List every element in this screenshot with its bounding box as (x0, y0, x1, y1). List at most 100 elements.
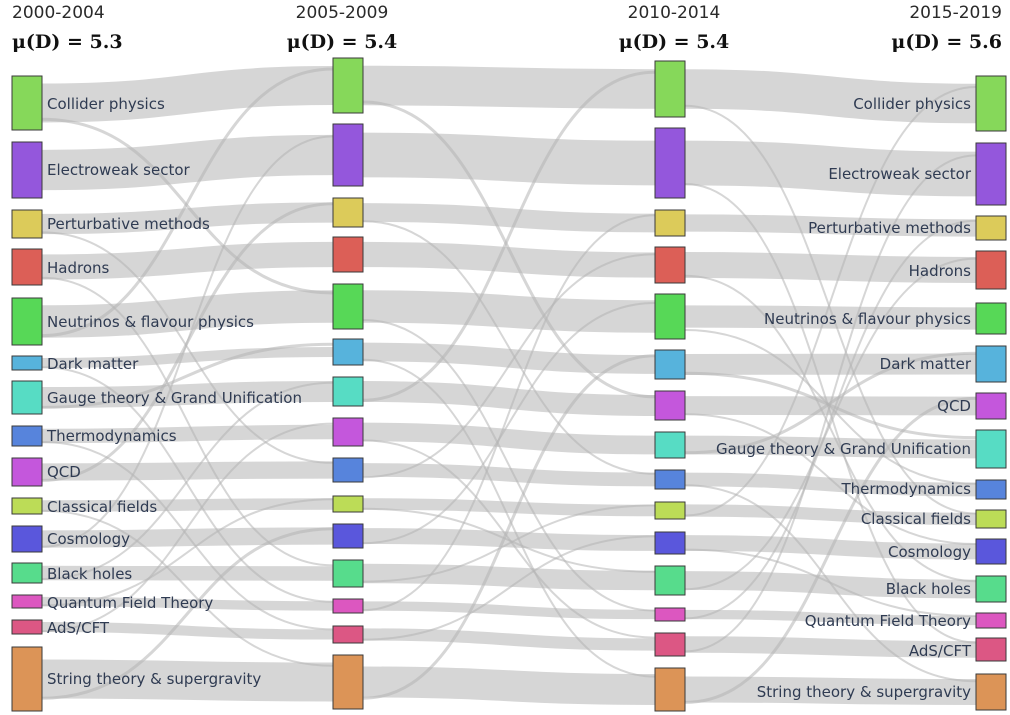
topic-label: Quantum Field Theory (47, 594, 213, 612)
flow-link-cross (41, 381, 334, 580)
topic-node[interactable] (975, 142, 1007, 206)
topic-node[interactable] (11, 380, 43, 415)
topic-node[interactable] (975, 75, 1007, 132)
topic-node[interactable] (11, 248, 43, 286)
topic-node[interactable] (332, 457, 364, 483)
topic-node[interactable] (11, 594, 43, 609)
flow-link (362, 498, 656, 517)
topic-nodes (11, 57, 1007, 712)
topic-node[interactable] (332, 495, 364, 513)
flow-link (41, 621, 334, 640)
topic-node[interactable] (11, 562, 43, 584)
topic-label: Black holes (886, 580, 971, 598)
topic-node[interactable] (654, 127, 686, 199)
topic-node[interactable] (975, 612, 1007, 629)
topic-label: Neutrinos & flavour physics (47, 313, 254, 331)
topic-label: Cosmology (888, 543, 971, 561)
topic-node[interactable] (654, 246, 686, 284)
topic-node[interactable] (975, 392, 1007, 420)
topic-node[interactable] (332, 625, 364, 644)
flow-link-cross (684, 219, 977, 620)
topic-node[interactable] (654, 632, 686, 657)
topic-node[interactable] (975, 302, 1007, 335)
topic-node[interactable] (332, 338, 364, 366)
topic-node[interactable] (975, 673, 1007, 711)
topic-node[interactable] (654, 209, 686, 237)
topic-node[interactable] (654, 607, 686, 622)
topic-node[interactable] (975, 479, 1007, 500)
flow-link (41, 202, 334, 235)
topic-node[interactable] (975, 637, 1007, 662)
topic-node[interactable] (11, 497, 43, 515)
node-labels: Collider physics Electroweak sector Pertur… (46, 95, 972, 701)
topic-node[interactable] (654, 667, 686, 712)
flow-link-cross (684, 413, 977, 545)
topic-node[interactable] (654, 565, 686, 596)
topic-label: Gauge theory & Grand Unification (716, 440, 971, 458)
flow-link (41, 290, 334, 338)
topic-node[interactable] (975, 250, 1007, 290)
topic-node[interactable] (975, 575, 1007, 603)
flow-link (684, 435, 977, 459)
topic-node[interactable] (332, 654, 364, 710)
topic-node[interactable] (11, 355, 43, 371)
topic-node[interactable] (11, 297, 43, 346)
flow-link (41, 659, 334, 702)
topic-node[interactable] (332, 197, 364, 228)
flow-link (684, 140, 977, 197)
flow-link-cross (362, 100, 656, 399)
topic-node[interactable] (654, 501, 686, 520)
flow-link (684, 252, 977, 283)
flow-link-cross (362, 214, 656, 612)
flow-link (362, 342, 656, 374)
topic-node[interactable] (11, 75, 43, 131)
topic-node[interactable] (11, 209, 43, 239)
topic-label: Quantum Field Theory (805, 612, 971, 630)
topic-node[interactable] (975, 215, 1007, 241)
topic-node[interactable] (11, 425, 43, 447)
topic-node[interactable] (332, 123, 364, 187)
topic-node[interactable] (654, 60, 686, 118)
topic-node[interactable] (654, 531, 686, 555)
topic-node[interactable] (332, 57, 364, 114)
topic-label: Collider physics (47, 95, 165, 113)
topic-node[interactable] (11, 457, 43, 487)
topic-node[interactable] (654, 431, 686, 459)
topic-node[interactable] (332, 236, 364, 273)
flow-link-cross (41, 366, 334, 603)
topic-node[interactable] (332, 417, 364, 447)
topic-node[interactable] (975, 345, 1007, 383)
topic-node[interactable] (332, 283, 364, 330)
flow-link-cross (684, 484, 977, 683)
flow-links (41, 65, 977, 705)
topic-label: Thermodynamics (46, 427, 177, 445)
topic-node[interactable] (975, 509, 1007, 529)
topic-node[interactable] (332, 559, 364, 588)
topic-node[interactable] (654, 349, 686, 380)
topic-label: Collider physics (853, 95, 971, 113)
topic-node[interactable] (332, 523, 364, 549)
topic-node[interactable] (11, 141, 43, 199)
topic-node[interactable] (11, 619, 43, 635)
flow-link-cross (41, 117, 334, 295)
topic-node[interactable] (332, 598, 364, 614)
flow-link (362, 132, 656, 186)
topic-node[interactable] (332, 376, 364, 407)
topic-label: Neutrinos & flavour physics (764, 310, 971, 328)
column-period-2010-2014: 2010-2014 (628, 3, 721, 23)
topic-node[interactable] (654, 293, 686, 340)
flow-link-cross (362, 220, 656, 475)
column-period-2000-2004: 2000-2004 (12, 3, 105, 23)
topic-node[interactable] (654, 390, 686, 421)
flow-link-cross (684, 104, 977, 515)
flow-link-cross (684, 329, 977, 485)
column-metric-2015-2019: μ(D) = 5.6 (891, 31, 1002, 53)
topic-node[interactable] (975, 429, 1007, 469)
topic-node[interactable] (11, 646, 43, 712)
column-metric-2000-2004: μ(D) = 5.3 (12, 31, 123, 53)
topic-node[interactable] (11, 525, 43, 553)
topic-node[interactable] (975, 538, 1007, 565)
flow-link-cross (362, 354, 656, 700)
topic-node[interactable] (654, 469, 686, 490)
topic-label: Perturbative methods (47, 215, 210, 233)
